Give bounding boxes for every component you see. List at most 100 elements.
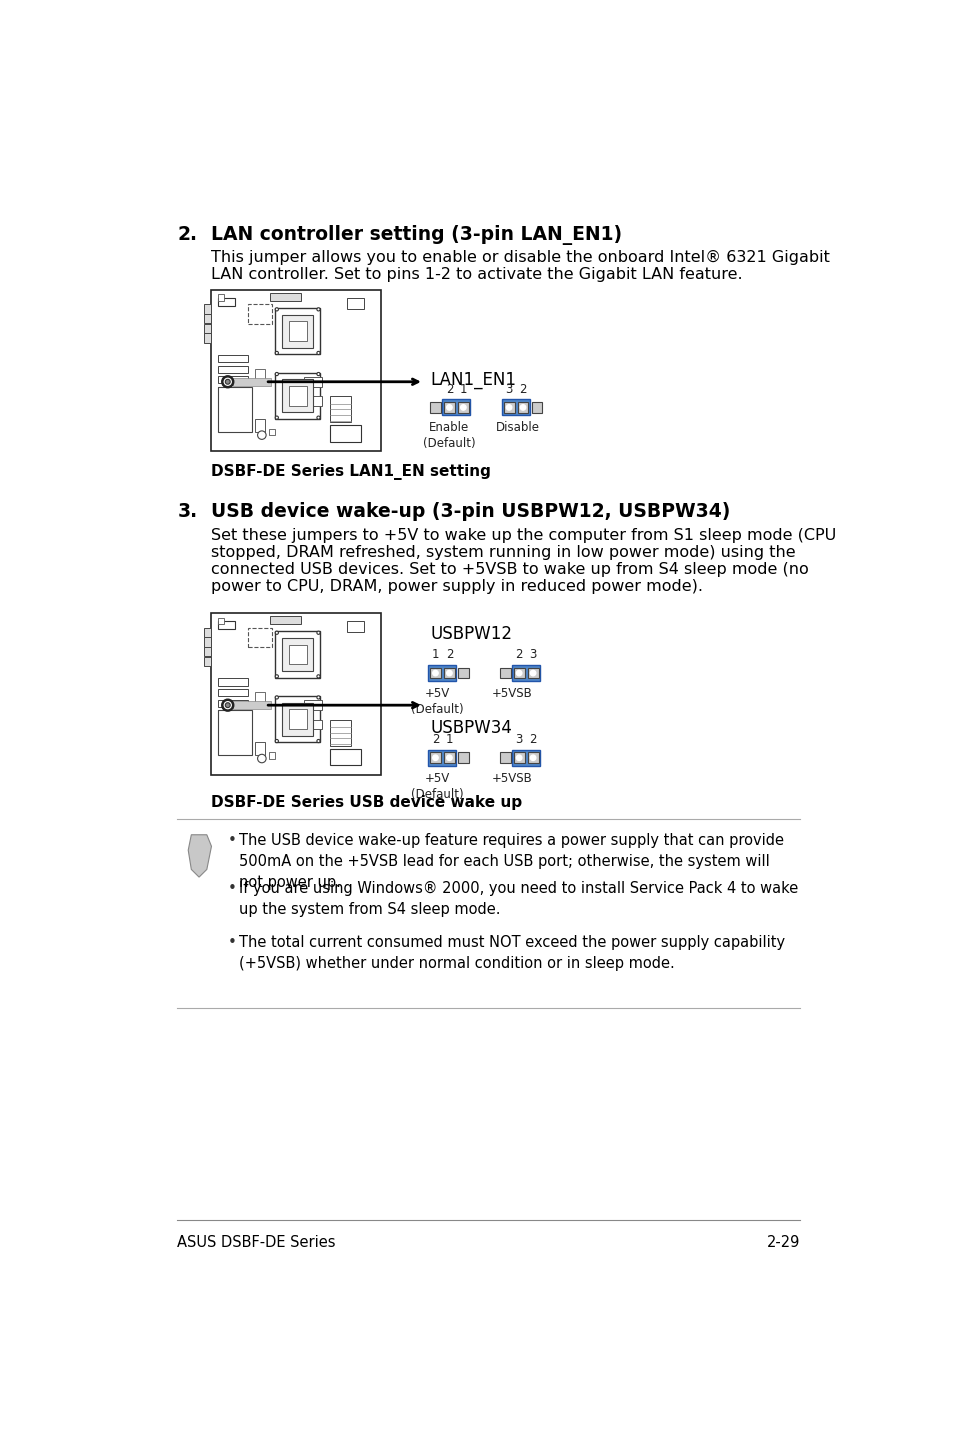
Bar [254, 418, 265, 431]
Circle shape [316, 631, 320, 634]
Circle shape [257, 431, 266, 440]
Bar [217, 295, 224, 301]
Bar [217, 720, 248, 728]
Bar [428, 749, 456, 766]
Circle shape [316, 308, 320, 311]
Text: LAN1_EN1: LAN1_EN1 [430, 371, 516, 390]
Bar [233, 702, 271, 709]
Bar [248, 305, 272, 324]
Text: DSBF-DE Series LAN1_EN setting: DSBF-DE Series LAN1_EN setting [211, 463, 490, 480]
Bar [531, 403, 542, 413]
PathPatch shape [188, 835, 212, 877]
Bar [217, 365, 248, 372]
Text: The USB device wake-up feature requires a power supply that can provide
500mA on: The USB device wake-up feature requires … [239, 833, 783, 890]
Bar [217, 742, 248, 749]
Text: 2: 2 [515, 649, 522, 661]
Bar [204, 334, 211, 342]
Circle shape [274, 351, 278, 355]
Bar [443, 403, 455, 413]
Text: 2: 2 [529, 733, 537, 746]
Circle shape [274, 372, 278, 375]
Bar [499, 667, 510, 679]
Bar [211, 613, 381, 775]
Circle shape [274, 739, 278, 742]
Text: •: • [228, 935, 236, 951]
Text: LAN controller setting (3-pin LAN_EN1): LAN controller setting (3-pin LAN_EN1) [211, 224, 621, 244]
Bar [282, 638, 313, 672]
Text: Set these jumpers to +5V to wake up the computer from S1 sleep mode (CPU: Set these jumpers to +5V to wake up the … [211, 528, 835, 544]
Bar [527, 667, 537, 679]
Bar [217, 387, 248, 394]
Text: 3: 3 [529, 649, 537, 661]
Text: ASUS DSBF-DE Series: ASUS DSBF-DE Series [177, 1235, 335, 1250]
Text: +5VSB: +5VSB [492, 772, 532, 785]
Bar [275, 372, 319, 418]
Bar [330, 397, 350, 423]
Circle shape [274, 308, 278, 311]
Bar [430, 752, 440, 764]
Circle shape [316, 372, 320, 375]
Bar [430, 403, 440, 413]
Text: +5VSB: +5VSB [492, 687, 532, 700]
Circle shape [316, 674, 320, 677]
Bar [217, 377, 248, 384]
Circle shape [225, 380, 230, 384]
Bar [443, 667, 455, 679]
Circle shape [274, 696, 278, 699]
Circle shape [274, 631, 278, 634]
Text: The total current consumed must NOT exceed the power supply capability
(+5VSB) w: The total current consumed must NOT exce… [239, 935, 784, 971]
Bar [282, 380, 313, 413]
Text: connected USB devices. Set to +5VSB to wake up from S4 sleep mode (no: connected USB devices. Set to +5VSB to w… [211, 562, 807, 577]
Text: 2: 2 [445, 383, 453, 395]
Text: USBPW34: USBPW34 [430, 719, 512, 738]
Bar [275, 308, 319, 354]
Bar [204, 657, 211, 666]
Circle shape [433, 670, 437, 676]
Text: 1: 1 [432, 649, 438, 661]
Bar [217, 418, 248, 426]
Text: 2-29: 2-29 [766, 1235, 800, 1250]
Bar [430, 667, 440, 679]
Text: 1: 1 [445, 733, 453, 746]
Bar [254, 692, 265, 702]
Bar [270, 617, 301, 624]
Bar [330, 426, 360, 441]
Circle shape [316, 351, 320, 355]
Bar [204, 628, 211, 637]
Text: power to CPU, DRAM, power supply in reduced power mode).: power to CPU, DRAM, power supply in redu… [211, 580, 702, 594]
Bar [233, 378, 271, 385]
Text: stopped, DRAM refreshed, system running in low power mode) using the: stopped, DRAM refreshed, system running … [211, 545, 795, 561]
Bar [217, 710, 252, 755]
Bar [217, 689, 248, 696]
Text: USB device wake-up (3-pin USBPW12, USBPW34): USB device wake-up (3-pin USBPW12, USBPW… [211, 502, 729, 521]
Bar [289, 321, 306, 341]
Circle shape [257, 755, 266, 762]
Bar [217, 621, 234, 630]
Bar [217, 710, 248, 718]
Bar [217, 355, 248, 362]
Bar [204, 313, 211, 324]
Circle shape [446, 670, 452, 676]
Text: DSBF-DE Series USB device wake up: DSBF-DE Series USB device wake up [211, 795, 521, 810]
Bar [347, 621, 364, 633]
Text: LAN controller. Set to pins 1-2 to activate the Gigabit LAN feature.: LAN controller. Set to pins 1-2 to activ… [211, 266, 741, 282]
Bar [527, 752, 537, 764]
Circle shape [433, 755, 437, 761]
Bar [513, 667, 524, 679]
Bar [269, 752, 275, 758]
Bar [204, 305, 211, 313]
Text: 3.: 3. [177, 502, 197, 521]
Text: 2: 2 [518, 383, 526, 395]
Circle shape [274, 674, 278, 677]
Bar [217, 387, 252, 431]
Bar [428, 664, 456, 682]
Text: Enable
(Default): Enable (Default) [422, 420, 476, 450]
Circle shape [446, 404, 452, 410]
Text: 3: 3 [505, 383, 512, 395]
Bar [282, 315, 313, 348]
Bar [304, 377, 321, 387]
Bar [217, 731, 248, 738]
Bar [269, 429, 275, 436]
Bar [330, 749, 360, 765]
Bar [217, 397, 248, 404]
